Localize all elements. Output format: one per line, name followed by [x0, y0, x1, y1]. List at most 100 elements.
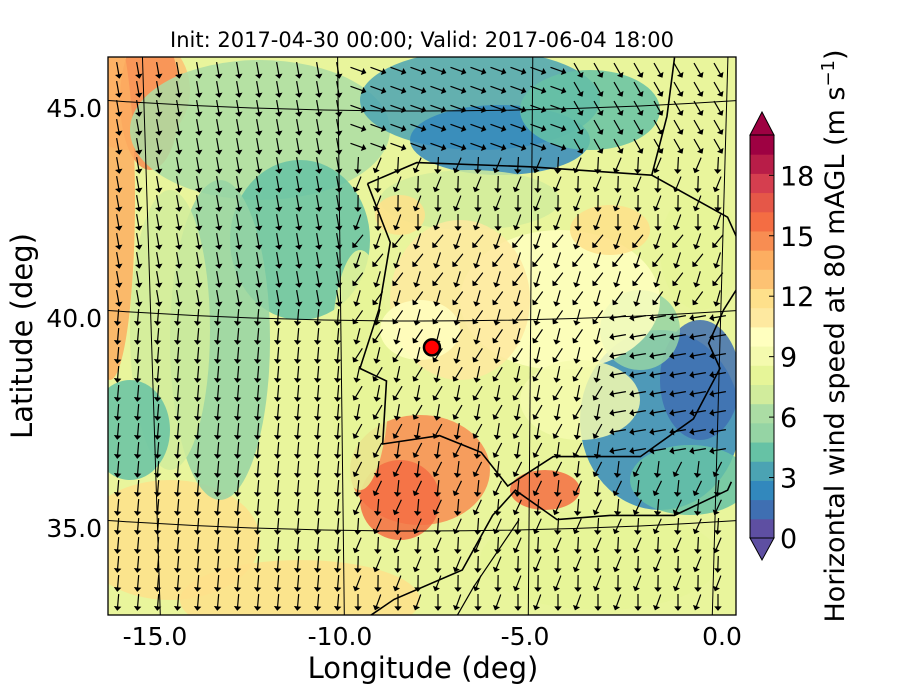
wind-arrow [572, 291, 584, 306]
wind-arrow [512, 347, 523, 363]
wind-arrow [692, 195, 702, 212]
wind-arrow [295, 214, 303, 231]
wind-arrow [573, 119, 584, 135]
wind-arrow [410, 123, 427, 133]
wind-arrow [649, 352, 666, 360]
wind-arrow [135, 252, 143, 269]
wind-arrow [672, 537, 682, 554]
wind-arrow [432, 385, 443, 401]
wind-arrow [115, 290, 123, 307]
wind-arrow [233, 574, 242, 592]
wind-arrow [674, 194, 682, 212]
wind-arrow [113, 498, 122, 516]
wind-arrow [372, 480, 383, 497]
wind-arrow [253, 346, 262, 364]
wind-arrow [450, 123, 467, 133]
wind-arrow [692, 157, 702, 174]
parallel-line [108, 100, 736, 112]
wind-arrow [492, 366, 503, 382]
wind-arrow [295, 62, 303, 79]
wind-arrow [713, 479, 722, 497]
wind-arrow [373, 271, 381, 288]
wind-arrow [470, 85, 487, 95]
wind-arrow [315, 252, 323, 269]
wind-arrow [689, 390, 706, 398]
wind-arrow [472, 234, 484, 248]
wind-arrow [492, 157, 502, 174]
wind-arrow [654, 175, 662, 193]
wind-arrow [350, 123, 367, 133]
wind-arrow [432, 272, 444, 287]
wind-arrow [432, 537, 442, 554]
wind-arrow [153, 327, 162, 345]
wind-arrow [612, 233, 622, 250]
wind-arrow [452, 195, 462, 212]
wind-arrow [430, 104, 447, 114]
wind-arrow [315, 81, 323, 98]
wind-arrow [592, 461, 603, 477]
wind-arrow [453, 460, 462, 478]
wind-arrow [712, 575, 722, 592]
wind-arrow [493, 460, 502, 478]
wind-arrow [452, 594, 462, 611]
wind-arrow [452, 291, 464, 306]
wind-arrow [255, 176, 263, 193]
parallel-line [108, 520, 736, 532]
wind-arrow [113, 384, 122, 402]
colorbar-segment [750, 154, 774, 174]
wind-arrow [233, 403, 242, 421]
wind-arrow [374, 175, 382, 193]
wind-arrow [255, 62, 263, 79]
wind-arrow [432, 347, 443, 363]
wind-arrow [173, 517, 182, 535]
wind-arrow [510, 85, 527, 95]
wind-arrow [613, 271, 621, 288]
wind-arrow [593, 138, 604, 154]
colorbar-segment [750, 442, 774, 462]
wind-arrow [432, 214, 442, 231]
wind-arrow [530, 142, 547, 152]
wind-arrow [574, 574, 582, 592]
wind-arrow [414, 574, 422, 592]
wind-arrow [512, 214, 522, 231]
wind-arrow [652, 594, 662, 611]
colorbar-segment [750, 518, 774, 539]
wind-arrow [532, 233, 542, 250]
wind-arrow [173, 365, 182, 383]
wind-arrow [333, 460, 342, 478]
wind-arrow [652, 556, 662, 573]
wind-arrow [135, 271, 143, 288]
wind-arrow [470, 104, 487, 114]
wind-arrow [253, 498, 262, 516]
wind-arrow [513, 441, 522, 459]
wind-arrow [513, 290, 521, 307]
wind-arrow [592, 214, 602, 231]
wind-arrow [313, 479, 322, 497]
x-tick-label: -5.0 [501, 622, 550, 651]
wind-arrow [133, 479, 142, 497]
wind-arrow [652, 233, 662, 250]
wind-arrow [652, 195, 662, 212]
wind-arrow [593, 290, 601, 307]
wind-arrow [612, 480, 623, 497]
wind-arrow [215, 214, 223, 231]
wind-arrow [293, 441, 302, 459]
wind-arrow [550, 104, 567, 114]
wind-arrow [533, 347, 541, 364]
wind-arrow [233, 441, 242, 459]
wind-arrow [273, 384, 282, 402]
wind-arrow [113, 403, 122, 421]
wind-arrow [193, 346, 202, 364]
site-marker-dot [422, 338, 442, 357]
wind-arrow [414, 175, 422, 193]
wind-arrow [592, 176, 602, 193]
wind-arrow [412, 594, 422, 611]
wind-arrow [275, 252, 283, 269]
wind-arrow [613, 138, 624, 154]
wind-arrow [313, 441, 322, 459]
wind-arrow [672, 272, 684, 287]
wind-arrow [390, 66, 407, 76]
wind-speed-patch [180, 560, 420, 615]
wind-arrow [213, 384, 222, 402]
wind-arrow [253, 479, 262, 497]
